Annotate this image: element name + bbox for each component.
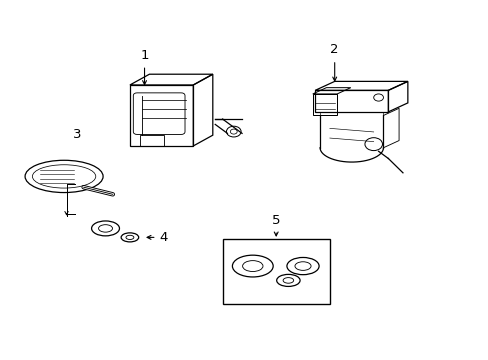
Text: 2: 2 bbox=[330, 43, 338, 56]
Bar bbox=[222, 239, 329, 304]
Text: 3: 3 bbox=[73, 127, 81, 140]
Text: 5: 5 bbox=[271, 214, 280, 227]
Text: 4: 4 bbox=[159, 231, 167, 244]
Text: 1: 1 bbox=[140, 49, 148, 62]
